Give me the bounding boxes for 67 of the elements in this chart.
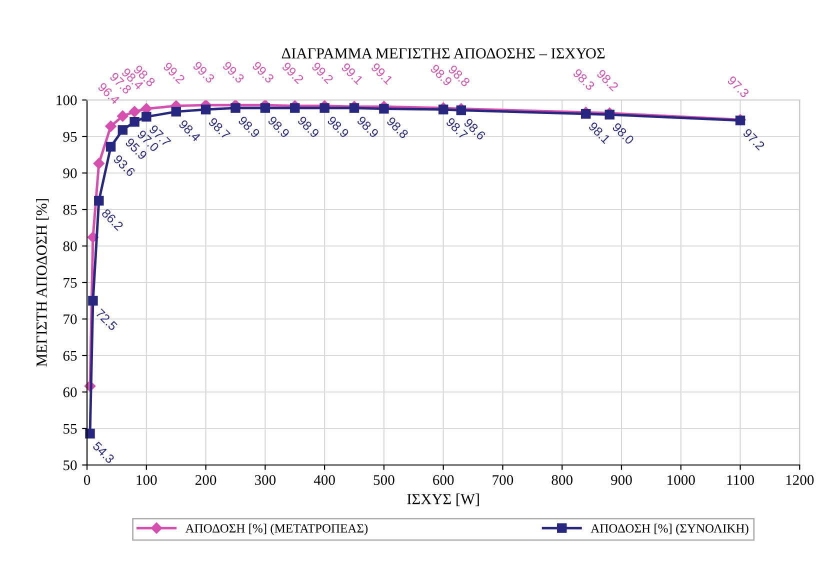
x-axis-title: ΙΣΧΥΣ [W] [407,494,479,506]
x-tick-label: 700 [492,475,514,485]
y-tick-label: 50 [64,460,77,470]
data-label: 98.9 [238,116,260,138]
x-tick-label: 500 [374,475,394,485]
point [438,104,448,114]
x-tick-label: 300 [254,475,276,485]
point [171,106,181,117]
legend-label: ΑΠΟΔΟΣΗ [%] (ΣΥΝΟΛΙΚΗ) [590,524,748,536]
x-tick-label: 0 [84,475,90,485]
point [128,106,140,118]
x-tick-label: 200 [196,475,216,485]
legend-label: ΑΠΟΔΟΣΗ [%] (ΜΕΤΑΤΡΟΠΕΑΣ) [185,524,368,536]
point [456,105,466,116]
x-tick-label: 100 [136,475,157,485]
y-tick-label: 65 [63,350,77,361]
y-axis-title: ΜΕΓΙΣΤΗ ΑΠΟΔΟΣΗ [%] [36,199,49,367]
data-label: 98.8 [386,116,409,140]
data-label: 98.3 [572,68,596,91]
point [260,103,270,113]
point [87,232,99,243]
point [230,103,240,113]
data-label: 99.3 [252,60,275,84]
data-label: 98.7 [208,117,231,140]
data-label: 99.3 [192,60,216,84]
data-label: 98.0 [612,122,635,145]
point [142,112,152,122]
data-label: 99.3 [222,60,245,84]
chart-title: ΔΙΑΓΡΑΜΜΑ ΜΕΓΙΣΤΗΣ ΑΠΟΔΟΣΗΣ – ΙΣΧΥΟΣ [282,48,605,58]
point [320,103,330,113]
y-tick-label: 60 [63,387,77,398]
point [106,142,116,152]
point [85,428,95,438]
y-tick-label: 85 [63,204,77,215]
point [88,296,98,306]
data-label: 98.9 [267,116,290,138]
data-label: 98.9 [297,116,320,138]
data-label: 98.4 [178,119,202,142]
y-tick-label: 90 [63,168,77,178]
point [117,110,128,122]
y-tick-label: 55 [64,424,77,434]
point [349,103,360,113]
x-tick-label: 600 [433,475,454,485]
data-label: 97.3 [726,75,750,98]
point [94,196,104,206]
data-label: 98.9 [356,116,380,138]
point [581,109,591,119]
point [379,104,389,114]
point [93,158,105,170]
point [604,110,614,120]
x-tick-label: 800 [552,475,572,485]
x-tick-label: 1100 [727,475,754,485]
x-tick-label: 1200 [786,475,814,485]
x-tick-label: 1000 [668,475,695,485]
point [290,103,300,113]
y-tick-label: 80 [63,241,77,252]
data-label: 98.9 [326,116,350,138]
y-tick-label: 70 [64,314,77,324]
y-tick-label: 75 [64,278,77,288]
y-tick-label: 95 [63,132,77,142]
point [130,117,140,127]
x-tick-label: 900 [611,475,632,485]
point [105,120,116,132]
point [118,125,128,135]
point [200,104,211,114]
y-tick-label: 100 [56,95,77,106]
x-tick-label: 400 [314,475,335,485]
